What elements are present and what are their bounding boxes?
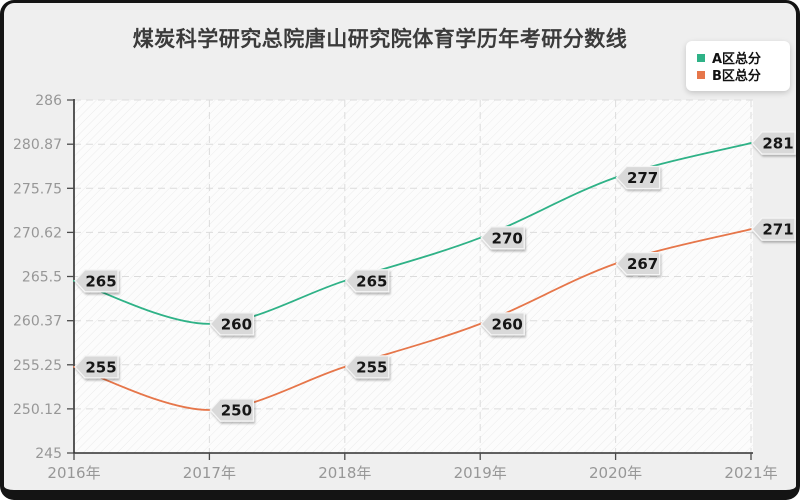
data-label-tag: 265: [344, 269, 390, 293]
legend-item-b: B区总分: [697, 66, 790, 84]
chart-title: 煤炭科学研究总院唐山研究院体育学历年考研分数线: [132, 27, 628, 51]
data-label-tag: 281: [751, 131, 796, 155]
data-label-tag: 270: [480, 226, 525, 250]
svg-text:270: 270: [492, 229, 523, 247]
data-label-tag: 260: [480, 312, 525, 336]
x-tick-label: 2016年: [47, 464, 100, 482]
svg-text:255: 255: [356, 358, 387, 376]
y-tick-label: 275.75: [13, 181, 62, 197]
legend-item-a: A区总分: [697, 49, 790, 67]
data-label-tag: 277: [615, 165, 661, 190]
data-label-tag: 255: [344, 355, 390, 379]
svg-text:260: 260: [221, 315, 252, 333]
x-tick-label: 2018年: [318, 464, 371, 482]
svg-text:265: 265: [85, 272, 116, 290]
data-label-tags: 265 260 265 270 277 281 255 250 255 260 267 271: [74, 131, 796, 422]
svg-text:250: 250: [221, 402, 252, 420]
data-label-tag: 250: [209, 398, 255, 422]
y-tick-label: 270.62: [13, 225, 62, 241]
y-tick-label: 255.25: [13, 358, 62, 374]
x-tick-label: 2021年: [724, 464, 777, 482]
y-tick-label: 265.5: [22, 270, 62, 286]
x-tick-label: 2017年: [183, 464, 236, 482]
legend-marker-a-icon: [697, 53, 705, 62]
data-label-tag: 271: [751, 217, 796, 241]
svg-text:271: 271: [762, 221, 793, 239]
y-tick-label: 250.12: [13, 402, 62, 418]
data-label-tag: 260: [209, 312, 255, 336]
svg-text:281: 281: [762, 135, 793, 153]
svg-text:265: 265: [356, 272, 387, 290]
y-tick-label: 245: [35, 446, 62, 462]
svg-text:267: 267: [627, 255, 658, 273]
svg-text:255: 255: [85, 358, 116, 376]
axis-ticks: 245 250.12 255.25 260.37 265.5 270.62 275.75 28…: [13, 93, 778, 482]
y-tick-label: 260.37: [13, 314, 62, 330]
gridlines: [74, 99, 753, 454]
x-tick-label: 2020年: [589, 464, 642, 482]
svg-text:260: 260: [492, 315, 523, 333]
chart-canvas: 245 250.12 255.25 260.37 265.5 270.62 275.75 28…: [13, 93, 796, 482]
data-label-tag: 267: [615, 251, 661, 276]
legend-label-b: B区总分: [712, 69, 761, 84]
y-tick-label: 280.87: [13, 137, 62, 153]
svg-text:277: 277: [627, 169, 658, 187]
x-tick-label: 2019年: [454, 464, 507, 482]
y-tick-label: 286: [35, 93, 62, 109]
data-label-tag: 265: [74, 269, 119, 293]
legend-label-a: A区总分: [712, 52, 762, 67]
legend-marker-b-icon: [697, 70, 705, 79]
data-label-tag: 255: [74, 355, 119, 379]
legend: A区总分 B区总分: [686, 41, 790, 91]
